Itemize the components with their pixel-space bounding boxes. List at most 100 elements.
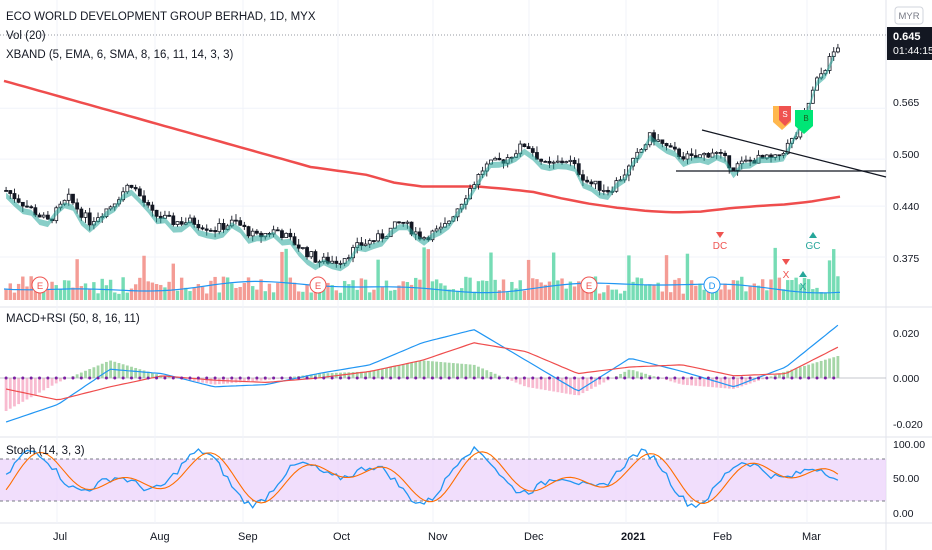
volume-bar-174 xyxy=(731,280,736,300)
macd-hist-bar-115 xyxy=(485,370,489,378)
volume-bar-179 xyxy=(752,283,757,300)
volume-bar-102 xyxy=(430,281,435,300)
candle-body-158 xyxy=(664,143,669,147)
macd-dot-22 xyxy=(96,376,100,380)
macd-dot-4 xyxy=(21,376,25,380)
volume-bar-65 xyxy=(276,282,280,300)
candle-body-68 xyxy=(288,232,293,238)
candle-body-15 xyxy=(66,193,71,201)
candle-body-5 xyxy=(25,205,29,208)
macd-dot-170 xyxy=(715,376,719,380)
macd-hist-bar-57 xyxy=(242,378,246,383)
volume-bar-69 xyxy=(292,282,297,300)
macd-hist-bar-175 xyxy=(736,378,739,388)
candle-body-10 xyxy=(45,214,50,220)
earnings-marker-3[interactable]: E xyxy=(580,276,598,294)
stoch-d-line xyxy=(5,451,839,504)
macd-dot-164 xyxy=(690,376,694,380)
volume-bar-177 xyxy=(744,291,748,300)
macd-hist-bar-113 xyxy=(477,366,480,378)
candle-body-17 xyxy=(75,202,80,210)
candle-body-19 xyxy=(83,212,88,218)
macd-hist-bar-181 xyxy=(761,378,765,380)
volume-bar-148 xyxy=(623,290,627,300)
macd-hist-bar-34 xyxy=(146,371,150,378)
macd-dot-190 xyxy=(798,376,802,380)
macd-hist-bar-49 xyxy=(209,378,213,385)
macd-hist-bar-83 xyxy=(351,372,355,378)
volume-bar-147 xyxy=(618,293,623,300)
currency-badge[interactable] xyxy=(894,6,924,25)
candle-body-33 xyxy=(142,195,146,203)
macd-dot-174 xyxy=(731,376,735,380)
macd-dot-0 xyxy=(4,376,8,380)
macd-hist-bar-2 xyxy=(13,378,16,407)
volume-ma-line xyxy=(3,280,841,294)
macd-dot-178 xyxy=(748,376,752,380)
macd-hist-bar-134 xyxy=(564,378,568,394)
candle-body-144 xyxy=(606,189,610,193)
macd-dot-12 xyxy=(54,376,58,380)
candle-body-162 xyxy=(681,156,686,160)
xband-label: XBAND (5, EMA, 6, SMA, 8, 16, 11, 14, 3,… xyxy=(6,49,233,61)
candle-body-88 xyxy=(372,240,376,242)
macd-hist-bar-105 xyxy=(443,362,447,378)
macd-dot-132 xyxy=(556,376,560,380)
volume-bar-58 xyxy=(246,277,251,300)
macd-hist-bar-187 xyxy=(786,370,790,378)
volume-bar-71 xyxy=(301,291,305,300)
volume-bar-120 xyxy=(505,292,510,300)
volume-bar-112 xyxy=(472,291,476,300)
macd-hist-bar-136 xyxy=(573,378,576,396)
volume-bar-197 xyxy=(827,260,832,300)
macd-hist-bar-97 xyxy=(410,362,413,378)
macd-hist-bar-143 xyxy=(602,378,606,383)
time-label-aug: Aug xyxy=(150,531,170,543)
volume-bar-56 xyxy=(238,286,242,300)
candle-body-60 xyxy=(254,230,259,234)
macd-dot-194 xyxy=(815,376,819,380)
volume-bar-78 xyxy=(330,285,334,300)
macd-dot-42 xyxy=(180,376,184,380)
macd-hist-bar-155 xyxy=(652,376,656,378)
macd-hist-bar-89 xyxy=(376,369,380,378)
volume-bar-130 xyxy=(547,281,552,300)
macd-hist-bar-106 xyxy=(447,362,451,378)
macd-hist-bar-51 xyxy=(217,378,221,385)
macd-hist-bar-102 xyxy=(431,361,434,378)
dividend-marker[interactable]: D xyxy=(703,276,721,294)
volume-bar-81 xyxy=(342,280,347,300)
macd-hist-bar-6 xyxy=(29,378,33,398)
candle-body-2 xyxy=(12,193,17,200)
macd-dot-124 xyxy=(522,376,526,380)
volume-bar-31 xyxy=(133,284,138,300)
volume-bar-91 xyxy=(384,280,389,300)
volume-bar-68 xyxy=(288,277,293,300)
candle-body-34 xyxy=(146,202,151,206)
earnings-marker-1[interactable]: E xyxy=(31,276,49,294)
macd-dot-20 xyxy=(88,376,92,380)
candle-body-125 xyxy=(526,146,531,149)
macd-hist-bar-1 xyxy=(8,378,12,409)
volume-bar-166 xyxy=(698,283,702,300)
macd-dot-172 xyxy=(723,376,727,380)
macd-hist-bar-93 xyxy=(393,366,397,378)
earnings-marker-2[interactable]: E xyxy=(309,276,327,294)
macd-hist-bar-56 xyxy=(238,378,242,383)
macd-hist-bar-101 xyxy=(426,360,430,378)
macd-hist-bar-58 xyxy=(247,378,250,382)
macd-hist-bar-177 xyxy=(744,378,748,385)
time-label-dec: Dec xyxy=(524,531,544,543)
candle-body-167 xyxy=(702,153,707,156)
candle-body-163 xyxy=(685,153,690,160)
volume-bar-117 xyxy=(493,279,497,300)
candle-body-199 xyxy=(836,47,840,53)
macd-dot-6 xyxy=(29,376,33,380)
volume-bar-199 xyxy=(836,276,840,300)
macd-hist-bar-24 xyxy=(105,361,108,378)
volume-bar-161 xyxy=(677,278,681,300)
volume-bar-26 xyxy=(113,292,117,300)
volume-bar-158 xyxy=(664,255,669,300)
price-tick-3: 0.375 xyxy=(893,253,919,265)
macd-dot-14 xyxy=(63,376,67,380)
